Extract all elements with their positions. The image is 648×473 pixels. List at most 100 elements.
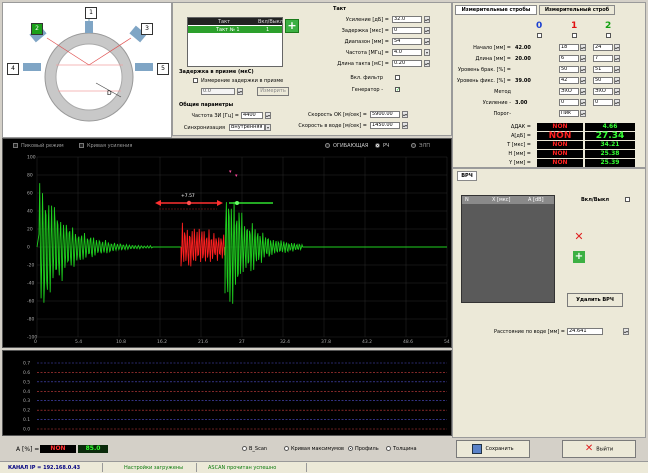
sound-water-spinner[interactable]: ▴▾	[402, 122, 408, 129]
strobe-1-field[interactable]: Пик	[559, 110, 579, 117]
water-distance-spinner[interactable]: ▴▾	[623, 328, 629, 335]
exit-button[interactable]: ✕ Выйти	[562, 440, 636, 458]
status-ascan: ASCAN прочитан успешно	[208, 465, 277, 471]
filter-checkbox[interactable]	[395, 75, 400, 80]
delay-spinner[interactable]: ▴▾	[424, 27, 430, 34]
mode-rf-radio[interactable]	[375, 143, 380, 148]
gain-input[interactable]: 32.0	[392, 16, 422, 23]
strobe-1-spinner[interactable]: ▴▾	[580, 55, 586, 62]
prism-title: Задержка в призме (мкС)	[179, 69, 254, 75]
mode-elp-radio[interactable]	[411, 143, 416, 148]
probe-box-1[interactable]: 1	[85, 7, 97, 19]
strobe-row-label: Метод	[494, 89, 511, 95]
probe-box-5[interactable]: 5	[157, 63, 169, 75]
prism-delay-input[interactable]: 0.0	[201, 88, 235, 95]
exit-button-label: Выйти	[596, 446, 614, 453]
strobe-1-spinner[interactable]: ▴▾	[580, 88, 586, 95]
strobe-2-checkbox[interactable]	[606, 33, 611, 38]
strobe-1-spinner[interactable]: ▴▾	[580, 44, 586, 51]
vrch-delete-point-icon[interactable]: ✕	[574, 230, 584, 243]
lower-y-tick: 0.3	[23, 398, 30, 404]
mode-envelope-radio[interactable]	[325, 143, 330, 148]
ascan-y-tick: 60	[27, 191, 33, 197]
tab-measuring-strobes[interactable]: Измерительные стробы	[455, 5, 537, 15]
strobe-1-field[interactable]: 18	[559, 44, 579, 51]
probe-box-3[interactable]: 3	[141, 23, 153, 35]
strobe-1-field[interactable]: 6	[559, 55, 579, 62]
frequency-dropdown-arrow[interactable]: ▾	[424, 49, 430, 56]
strobe-2-field[interactable]: 0	[593, 99, 613, 106]
save-button[interactable]: Сохранить	[456, 440, 530, 458]
lower-y-tick: 0.4	[23, 389, 30, 395]
peak-mode-label: Пиковый режим	[21, 143, 64, 149]
tact-table-row[interactable]	[188, 26, 282, 33]
view-max-curve-radio[interactable]	[284, 446, 289, 451]
strobe-1-spinner[interactable]: ▴▾	[580, 110, 586, 117]
strobe-1-checkbox[interactable]	[572, 33, 577, 38]
tact-length-input[interactable]: 0.20	[392, 60, 422, 67]
probe-box-2[interactable]: 2	[31, 23, 43, 35]
prism-measure-checkbox[interactable]	[193, 78, 198, 83]
view-thickness-radio[interactable]	[386, 446, 391, 451]
strobe-2-field[interactable]: ЭХО	[593, 88, 613, 95]
prism-delay-spinner[interactable]: ▴▾	[237, 88, 243, 95]
delay-input[interactable]: 0	[392, 27, 422, 34]
strobe-2-spinner[interactable]: ▴▾	[614, 55, 620, 62]
range-input[interactable]: 54	[392, 38, 422, 45]
ascan-x-tick: 16.2	[157, 339, 167, 345]
strobe-2-spinner[interactable]: ▴▾	[614, 44, 620, 51]
prism-measure-button[interactable]: Измерить	[257, 87, 289, 96]
vrch-add-point-icon[interactable]: +	[573, 251, 585, 263]
strobe-2-field[interactable]: 7	[593, 55, 613, 62]
strobe-2-spinner[interactable]: ▴▾	[614, 88, 620, 95]
strobe-1-spinner[interactable]: ▴▾	[580, 66, 586, 73]
vrch-enable-checkbox[interactable]	[625, 197, 630, 202]
mode-elp-label: ЭЛП	[419, 143, 431, 149]
gain-curve-label: Кривая усиления	[87, 143, 133, 149]
tab-measuring-strobe[interactable]: Измерительный строб	[539, 5, 615, 15]
strobe-1-spinner[interactable]: ▴▾	[580, 77, 586, 84]
strobe-2-spinner[interactable]: ▴▾	[614, 99, 620, 106]
strobe-1-field[interactable]: 42	[559, 77, 579, 84]
strobe-2-field[interactable]: 50	[593, 77, 613, 84]
strobe-0-value: 3.00	[515, 100, 528, 106]
sound-water-input[interactable]: 1450.00	[370, 122, 400, 129]
sync-label: Синхронизация	[183, 125, 225, 131]
strobe-green-handle	[235, 201, 239, 205]
strobe-1-field[interactable]: 0	[559, 99, 579, 106]
view-bscan-radio[interactable]	[242, 446, 247, 451]
strobe-0-checkbox[interactable]	[537, 33, 542, 38]
gain-spinner[interactable]: ▴▾	[424, 16, 430, 23]
strobe-2-spinner[interactable]: ▴▾	[614, 66, 620, 73]
strobe-1-field[interactable]: 50	[559, 66, 579, 73]
frequency-select[interactable]: 4.0	[392, 49, 422, 56]
generator-checkbox[interactable]: ✓	[395, 87, 401, 93]
sync-select[interactable]: Внутренняя	[229, 124, 265, 131]
view-profile-radio[interactable]	[348, 446, 353, 451]
range-spinner[interactable]: ▴▾	[424, 38, 430, 45]
delete-vrch-button[interactable]: Удалить ВРЧ	[567, 293, 623, 307]
probe-box-4[interactable]: 4	[7, 63, 19, 75]
gain-curve-checkbox[interactable]	[79, 143, 84, 148]
water-distance-input[interactable]: 24.641	[567, 328, 603, 335]
strobe-2-field[interactable]: 24	[593, 44, 613, 51]
lower-plot-panel: 0.7 0.6 0.5 0.4 0.3 0.2 0.1 0.0	[2, 350, 452, 436]
common-title: Общие параметры	[179, 102, 234, 108]
measurement-label: H [мм] =	[508, 151, 531, 157]
sound-ok-spinner[interactable]: ▴▾	[402, 111, 408, 118]
peak-mode-checkbox[interactable]	[13, 143, 18, 148]
ascan-x-tick: 37.8	[321, 339, 331, 345]
add-tact-button[interactable]: +	[285, 19, 299, 33]
strobe-2-spinner[interactable]: ▴▾	[614, 77, 620, 84]
pulse-freq-input[interactable]: 4400	[241, 112, 263, 119]
sound-ok-input[interactable]: 5900.00	[370, 111, 400, 118]
strobe-1-field[interactable]: ЭХО	[559, 88, 579, 95]
sync-dropdown-arrow[interactable]: ▾	[265, 124, 271, 131]
tact-length-spinner[interactable]: ▴▾	[424, 60, 430, 67]
tab-vrch[interactable]: ВРЧ	[457, 171, 477, 181]
pulse-freq-spinner[interactable]: ▴▾	[265, 112, 271, 119]
strobe-1-spinner[interactable]: ▴▾	[580, 99, 586, 106]
measurement-value: 27.34	[585, 132, 635, 141]
strobe-2-field[interactable]: 51	[593, 66, 613, 73]
